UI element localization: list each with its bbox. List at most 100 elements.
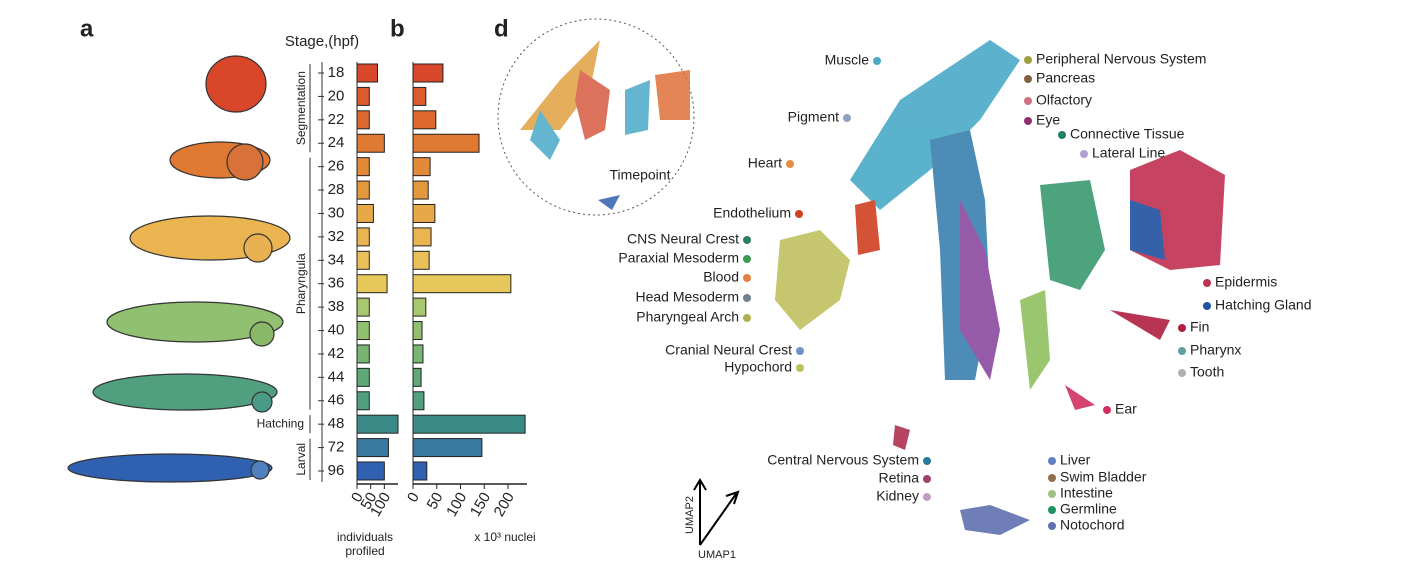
cluster-dot xyxy=(873,57,881,65)
y-tick-label: 20 xyxy=(328,87,345,104)
y-tick-label: 38 xyxy=(328,298,345,315)
cluster-label: Paraxial Mesoderm xyxy=(618,250,739,266)
cluster-label: Tooth xyxy=(1190,364,1224,380)
cluster-label: Heart xyxy=(748,155,782,171)
cluster-dot xyxy=(923,457,931,465)
cluster-label: Pigment xyxy=(788,109,839,125)
bar xyxy=(412,86,427,106)
embryo-illustrations xyxy=(67,55,291,483)
cluster-label: Olfactory xyxy=(1036,92,1092,108)
cluster-dot xyxy=(923,475,931,483)
x-tick-label: 150 xyxy=(467,489,494,519)
cluster-dot xyxy=(796,347,804,355)
bar xyxy=(356,157,370,177)
cluster-label: Ear xyxy=(1115,401,1137,417)
cluster-dot xyxy=(743,294,751,302)
cluster-dot xyxy=(796,364,804,372)
cluster-dot xyxy=(1024,56,1032,64)
bar xyxy=(356,438,389,458)
cluster-label: Fin xyxy=(1190,319,1209,335)
x-axis-label: x 10³ nuclei xyxy=(474,530,536,544)
cluster-dot xyxy=(1048,506,1056,514)
cluster-dot xyxy=(1103,406,1111,414)
cluster-dot xyxy=(1178,324,1186,332)
x-tick-label: 0 xyxy=(404,489,423,505)
bar xyxy=(412,297,427,317)
cluster-dot xyxy=(743,236,751,244)
bar xyxy=(412,157,431,177)
bar xyxy=(356,180,370,200)
inset-clusters xyxy=(520,40,690,210)
inset-border xyxy=(497,18,695,216)
bar xyxy=(412,321,423,341)
umap-axes xyxy=(693,478,740,546)
cluster-dot xyxy=(743,314,751,322)
bar xyxy=(356,250,370,270)
cluster-dot xyxy=(1058,131,1066,139)
cluster-label: Lateral Line xyxy=(1092,145,1165,161)
x-axis-label-box: individuals profiled xyxy=(336,530,394,558)
y-tick-label: 28 xyxy=(328,181,345,198)
cluster-dot xyxy=(1024,117,1032,125)
y-tick-label: 44 xyxy=(328,368,345,385)
y-tick-label: 26 xyxy=(328,158,345,175)
cluster-label: Pharyngeal Arch xyxy=(636,309,739,325)
inset-label: Timepoint xyxy=(610,167,671,183)
cluster-label: Muscle xyxy=(825,52,870,68)
cluster-label: Endothelium xyxy=(713,205,791,221)
cluster-label: Head Mesoderm xyxy=(636,289,740,305)
x-tick-label: 50 xyxy=(358,489,381,512)
cluster-dot xyxy=(1203,302,1211,310)
panel-label: b xyxy=(390,15,405,42)
cluster-dot xyxy=(923,493,931,501)
umap-y-label: UMAP2 xyxy=(684,496,696,534)
y-tick-label: 96 xyxy=(328,462,345,479)
bar xyxy=(356,297,370,317)
bar xyxy=(412,133,480,153)
cluster-dot xyxy=(1048,474,1056,482)
cluster-dot xyxy=(1024,97,1032,105)
bar xyxy=(356,110,370,130)
bar xyxy=(356,344,370,364)
cluster-dot xyxy=(1048,457,1056,465)
cluster-label: Hypochord xyxy=(724,359,792,375)
bar xyxy=(412,250,430,270)
bar xyxy=(412,344,424,364)
bar xyxy=(356,367,370,387)
cluster-label: Swim Bladder xyxy=(1060,469,1147,485)
cluster-dot xyxy=(743,274,751,282)
cluster-dot xyxy=(786,160,794,168)
bar xyxy=(412,414,526,434)
cluster-label: CNS Neural Crest xyxy=(627,231,739,247)
bar xyxy=(356,227,370,247)
x-axis-label-box: x 10³ nuclei xyxy=(474,530,536,544)
cluster-label: Eye xyxy=(1036,112,1060,128)
panel-label: a xyxy=(80,15,94,42)
bar xyxy=(412,391,425,411)
cluster-dot xyxy=(843,114,851,122)
cluster-label: Peripheral Nervous System xyxy=(1036,51,1206,67)
y-tick-label: 34 xyxy=(328,251,345,268)
cluster-label: Blood xyxy=(703,269,739,285)
y-tick-label: 30 xyxy=(328,204,345,221)
bar xyxy=(356,274,388,294)
bar xyxy=(356,321,370,341)
y-tick-label: 40 xyxy=(328,321,345,338)
bar xyxy=(412,438,483,458)
cluster-label: Intestine xyxy=(1060,485,1113,501)
bar xyxy=(356,414,399,434)
bar xyxy=(412,274,512,294)
cluster-dot xyxy=(1178,347,1186,355)
bar xyxy=(412,203,436,223)
bar xyxy=(412,63,444,83)
bar xyxy=(412,180,429,200)
bar xyxy=(356,203,374,223)
y-tick-label: 48 xyxy=(328,415,345,432)
cluster-dot xyxy=(1048,522,1056,530)
x-tick-label: 50 xyxy=(424,489,447,512)
y-tick-label: 72 xyxy=(328,439,345,456)
x-axis-label: individuals profiled xyxy=(336,530,394,558)
stage-group-label: Pharyngula xyxy=(294,253,308,314)
y-tick-label: 36 xyxy=(328,275,345,292)
